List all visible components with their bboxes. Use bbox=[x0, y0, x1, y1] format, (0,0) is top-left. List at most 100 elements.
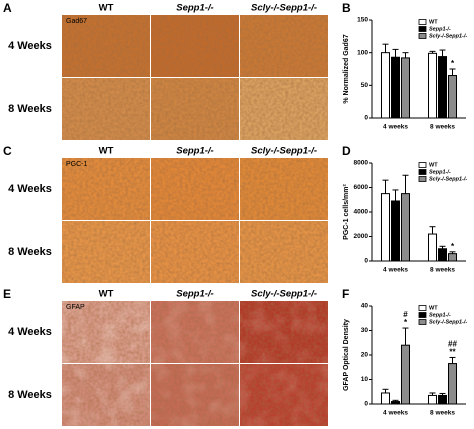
bar bbox=[391, 56, 400, 119]
bar bbox=[401, 57, 410, 119]
x-tick-label: 4 weeks bbox=[383, 124, 408, 131]
bar bbox=[428, 394, 437, 405]
y-tick-label: 0 bbox=[364, 115, 368, 122]
bar bbox=[448, 363, 457, 405]
column-header: Scly-/-Sepp1-/- bbox=[251, 146, 317, 157]
bar bbox=[401, 344, 410, 405]
legend-swatch bbox=[418, 176, 427, 182]
column-header: Sepp1-/- bbox=[176, 289, 213, 300]
significance-label: # bbox=[403, 310, 408, 319]
bar bbox=[391, 401, 400, 405]
y-tick-label: 150 bbox=[357, 17, 368, 24]
bar bbox=[438, 394, 447, 405]
legend-label: Scly-/-Sepp1-/- bbox=[429, 319, 467, 325]
micrograph-blotch bbox=[151, 301, 239, 363]
column-header: WT bbox=[99, 3, 114, 14]
bar bbox=[381, 52, 390, 119]
legend-swatch bbox=[418, 26, 427, 32]
panel-letter: A bbox=[3, 1, 12, 15]
micrograph-texture bbox=[240, 158, 328, 220]
legend-swatch bbox=[418, 33, 427, 39]
panel-letter: B bbox=[342, 1, 351, 15]
legend-swatch bbox=[418, 169, 427, 175]
bar bbox=[381, 392, 390, 405]
significance-label: * bbox=[451, 59, 455, 68]
legend-label: Sepp1-/- bbox=[429, 26, 451, 32]
bar bbox=[391, 200, 400, 262]
row-label: 4 Weeks bbox=[8, 326, 52, 338]
x-tick-label: 4 weeks bbox=[383, 267, 408, 274]
micrograph-texture bbox=[240, 221, 328, 283]
micrograph-blotch bbox=[240, 364, 328, 426]
panel-letter: E bbox=[3, 287, 11, 301]
y-tick-label: 0 bbox=[364, 258, 368, 265]
row-label: 4 Weeks bbox=[8, 40, 52, 52]
x-tick-label: 8 weeks bbox=[430, 267, 455, 274]
y-tick-label: 40 bbox=[361, 303, 369, 310]
stain-label: GFAP bbox=[66, 304, 85, 311]
y-tick-label: 30 bbox=[361, 327, 369, 334]
bar bbox=[438, 56, 447, 119]
micrograph-blotch bbox=[62, 301, 150, 363]
legend-label: WT bbox=[429, 19, 438, 25]
significance-label: * bbox=[404, 318, 408, 327]
micrograph-blotch bbox=[151, 364, 239, 426]
legend-label: Sepp1-/- bbox=[429, 312, 451, 318]
legend-swatch bbox=[418, 162, 427, 168]
y-tick-label: 2000 bbox=[354, 233, 369, 240]
legend-swatch bbox=[418, 19, 427, 25]
panel-letter: C bbox=[3, 144, 12, 158]
y-axis-label: PGC-1 cells/mm² bbox=[343, 184, 350, 240]
legend-label: WT bbox=[429, 162, 438, 168]
row-label: 8 Weeks bbox=[8, 246, 52, 258]
y-tick-label: 8000 bbox=[354, 160, 369, 167]
bar bbox=[428, 233, 437, 262]
legend-swatch bbox=[418, 305, 427, 311]
y-axis-label: GFAP Optical Density bbox=[343, 319, 350, 391]
micrograph-texture bbox=[62, 78, 150, 140]
y-tick-label: 50 bbox=[361, 82, 369, 89]
column-header: Sepp1-/- bbox=[176, 3, 213, 14]
bar bbox=[448, 75, 457, 119]
significance-label: ## bbox=[448, 340, 457, 349]
x-tick-label: 4 weeks bbox=[383, 410, 408, 417]
row-label: 8 Weeks bbox=[8, 103, 52, 115]
legend-label: Scly-/-Sepp1-/- bbox=[429, 176, 467, 182]
row-label: 8 Weeks bbox=[8, 389, 52, 401]
bar bbox=[428, 52, 437, 119]
bar bbox=[438, 248, 447, 262]
panel-letter: F bbox=[342, 287, 349, 301]
column-header: Scly-/-Sepp1-/- bbox=[251, 3, 317, 14]
row-label: 4 Weeks bbox=[8, 183, 52, 195]
column-header: WT bbox=[99, 289, 114, 300]
legend-label: Sepp1-/- bbox=[429, 169, 451, 175]
y-axis-label: % Normalized Gad67 bbox=[343, 34, 350, 103]
micrograph-texture bbox=[62, 221, 150, 283]
y-tick-label: 10 bbox=[361, 376, 369, 383]
column-header: WT bbox=[99, 146, 114, 157]
micrograph-texture bbox=[151, 15, 239, 77]
legend-label: WT bbox=[429, 305, 438, 311]
column-header: Sepp1-/- bbox=[176, 146, 213, 157]
micrograph-texture bbox=[151, 78, 239, 140]
panel-letter: D bbox=[342, 144, 351, 158]
y-tick-label: 6000 bbox=[354, 184, 369, 191]
micrograph-texture bbox=[151, 158, 239, 220]
significance-label: ** bbox=[449, 348, 456, 357]
micrograph-texture bbox=[62, 15, 150, 77]
stain-label: Gad67 bbox=[66, 18, 87, 25]
bar bbox=[381, 193, 390, 262]
legend-swatch bbox=[418, 319, 427, 325]
y-tick-label: 0 bbox=[364, 401, 368, 408]
x-tick-label: 8 weeks bbox=[430, 124, 455, 131]
legend-swatch bbox=[418, 312, 427, 318]
y-tick-label: 100 bbox=[357, 49, 368, 56]
y-tick-label: 20 bbox=[361, 352, 369, 359]
y-tick-label: 4000 bbox=[354, 209, 369, 216]
micrograph-texture bbox=[62, 158, 150, 220]
micrograph-texture bbox=[240, 78, 328, 140]
micrograph-texture bbox=[240, 15, 328, 77]
legend-label: Scly-/-Sepp1-/- bbox=[429, 33, 467, 39]
micrograph-blotch bbox=[62, 364, 150, 426]
